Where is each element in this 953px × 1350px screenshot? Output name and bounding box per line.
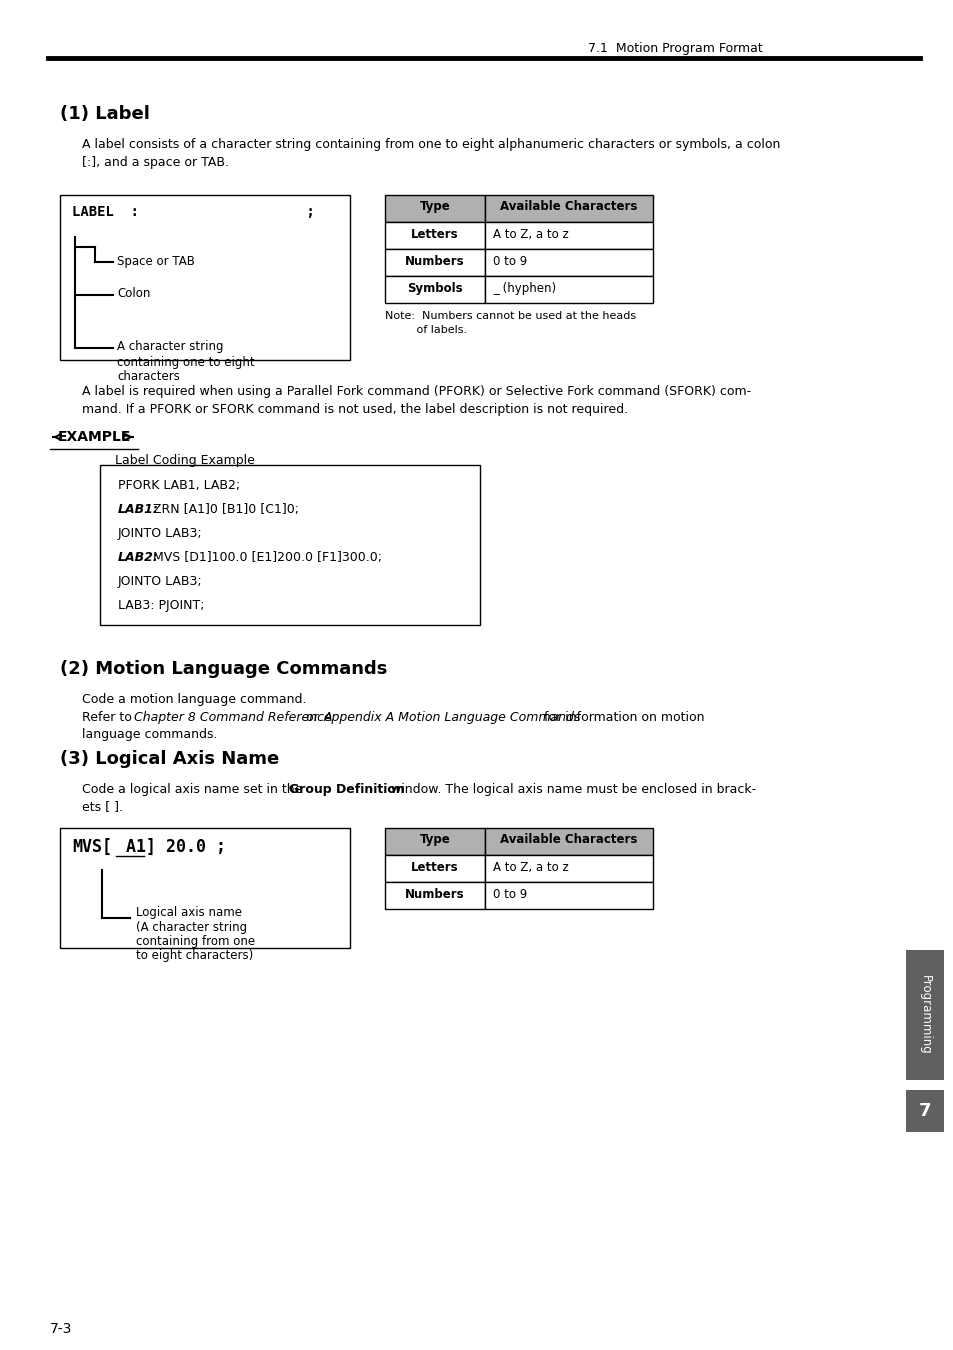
Text: to eight characters): to eight characters) bbox=[136, 949, 253, 963]
Text: 7.1  Motion Program Format: 7.1 Motion Program Format bbox=[587, 42, 762, 55]
Text: JOINTO LAB3;: JOINTO LAB3; bbox=[118, 526, 202, 540]
Text: (1) Label: (1) Label bbox=[60, 105, 150, 123]
Bar bbox=[385, 194, 484, 221]
Text: Letters: Letters bbox=[411, 228, 458, 242]
Text: characters: characters bbox=[117, 370, 180, 383]
Text: A to Z, a to z: A to Z, a to z bbox=[493, 861, 568, 873]
Text: for information on motion: for information on motion bbox=[539, 711, 703, 724]
Text: Appendix A Motion Language Commands: Appendix A Motion Language Commands bbox=[324, 711, 580, 724]
Text: or: or bbox=[302, 711, 322, 724]
Text: A to Z, a to z: A to Z, a to z bbox=[493, 228, 568, 242]
Text: LAB2:: LAB2: bbox=[118, 551, 159, 564]
Text: Letters: Letters bbox=[411, 861, 458, 873]
Text: Code a motion language command.: Code a motion language command. bbox=[82, 693, 306, 706]
Text: A label is required when using a Parallel Fork command (PFORK) or Selective Fork: A label is required when using a Paralle… bbox=[82, 385, 750, 398]
Bar bbox=[484, 855, 652, 882]
Text: containing from one: containing from one bbox=[136, 936, 254, 948]
Text: ets [ ].: ets [ ]. bbox=[82, 801, 123, 813]
Bar bbox=[484, 275, 652, 302]
Bar bbox=[484, 828, 652, 855]
Bar bbox=[385, 221, 484, 248]
Text: Available Characters: Available Characters bbox=[499, 833, 637, 846]
Text: MVS[: MVS[ bbox=[71, 838, 112, 856]
Text: Refer to: Refer to bbox=[82, 711, 135, 724]
Text: 0 to 9: 0 to 9 bbox=[493, 255, 527, 269]
Text: [:], and a space or TAB.: [:], and a space or TAB. bbox=[82, 157, 229, 169]
Text: A label consists of a character string containing from one to eight alphanumeric: A label consists of a character string c… bbox=[82, 138, 780, 151]
Bar bbox=[905, 950, 943, 1080]
Text: Space or TAB: Space or TAB bbox=[117, 255, 194, 269]
Text: _ (hyphen): _ (hyphen) bbox=[493, 282, 556, 296]
Bar bbox=[60, 828, 350, 948]
Text: A character string: A character string bbox=[117, 340, 223, 352]
Bar bbox=[905, 1089, 943, 1133]
Text: 7: 7 bbox=[918, 1102, 930, 1120]
Text: Group Definition: Group Definition bbox=[289, 783, 404, 796]
Bar bbox=[60, 194, 350, 360]
Bar bbox=[100, 464, 479, 625]
Text: A1: A1 bbox=[116, 838, 156, 856]
Text: Type: Type bbox=[419, 200, 450, 213]
Text: Code a logical axis name set in the: Code a logical axis name set in the bbox=[82, 783, 306, 796]
Text: JOINTO LAB3;: JOINTO LAB3; bbox=[118, 575, 202, 589]
Text: 0 to 9: 0 to 9 bbox=[493, 888, 527, 900]
Bar bbox=[385, 855, 484, 882]
Text: ZRN [A1]0 [B1]0 [C1]0;: ZRN [A1]0 [B1]0 [C1]0; bbox=[149, 504, 298, 516]
Text: Chapter 8 Command Reference: Chapter 8 Command Reference bbox=[133, 711, 332, 724]
Text: Type: Type bbox=[419, 833, 450, 846]
Bar bbox=[385, 275, 484, 302]
Bar bbox=[385, 828, 484, 855]
Text: LABEL  :                    ;: LABEL : ; bbox=[71, 205, 314, 219]
Bar bbox=[385, 882, 484, 909]
Text: Logical axis name: Logical axis name bbox=[136, 906, 242, 919]
Text: of labels.: of labels. bbox=[385, 325, 467, 335]
Text: mand. If a PFORK or SFORK command is not used, the label description is not requ: mand. If a PFORK or SFORK command is not… bbox=[82, 404, 627, 416]
Bar bbox=[484, 221, 652, 248]
Bar bbox=[484, 194, 652, 221]
Text: language commands.: language commands. bbox=[82, 728, 217, 741]
Text: Note:  Numbers cannot be used at the heads: Note: Numbers cannot be used at the head… bbox=[385, 310, 636, 321]
Text: Programming: Programming bbox=[918, 975, 930, 1054]
Bar bbox=[484, 882, 652, 909]
Text: Numbers: Numbers bbox=[405, 255, 464, 269]
Text: containing one to eight: containing one to eight bbox=[117, 356, 254, 369]
Bar bbox=[484, 248, 652, 275]
Text: EXAMPLE: EXAMPLE bbox=[58, 431, 132, 444]
Text: window. The logical axis name must be enclosed in brack-: window. The logical axis name must be en… bbox=[387, 783, 756, 796]
Text: Symbols: Symbols bbox=[407, 282, 462, 296]
Text: (A character string: (A character string bbox=[136, 921, 247, 934]
Text: Numbers: Numbers bbox=[405, 888, 464, 900]
Text: 7-3: 7-3 bbox=[50, 1322, 72, 1336]
Text: (3) Logical Axis Name: (3) Logical Axis Name bbox=[60, 751, 279, 768]
Bar bbox=[385, 248, 484, 275]
Text: Colon: Colon bbox=[117, 288, 151, 300]
Text: LAB3: PJOINT;: LAB3: PJOINT; bbox=[118, 599, 204, 612]
Text: LAB1:: LAB1: bbox=[118, 504, 159, 516]
Text: Label Coding Example: Label Coding Example bbox=[115, 454, 254, 467]
Text: ] 20.0 ;: ] 20.0 ; bbox=[146, 838, 226, 856]
Text: Available Characters: Available Characters bbox=[499, 200, 637, 213]
Text: (2) Motion Language Commands: (2) Motion Language Commands bbox=[60, 660, 387, 678]
Text: MVS [D1]100.0 [E1]200.0 [F1]300.0;: MVS [D1]100.0 [E1]200.0 [F1]300.0; bbox=[149, 551, 381, 564]
Text: PFORK LAB1, LAB2;: PFORK LAB1, LAB2; bbox=[118, 479, 240, 491]
